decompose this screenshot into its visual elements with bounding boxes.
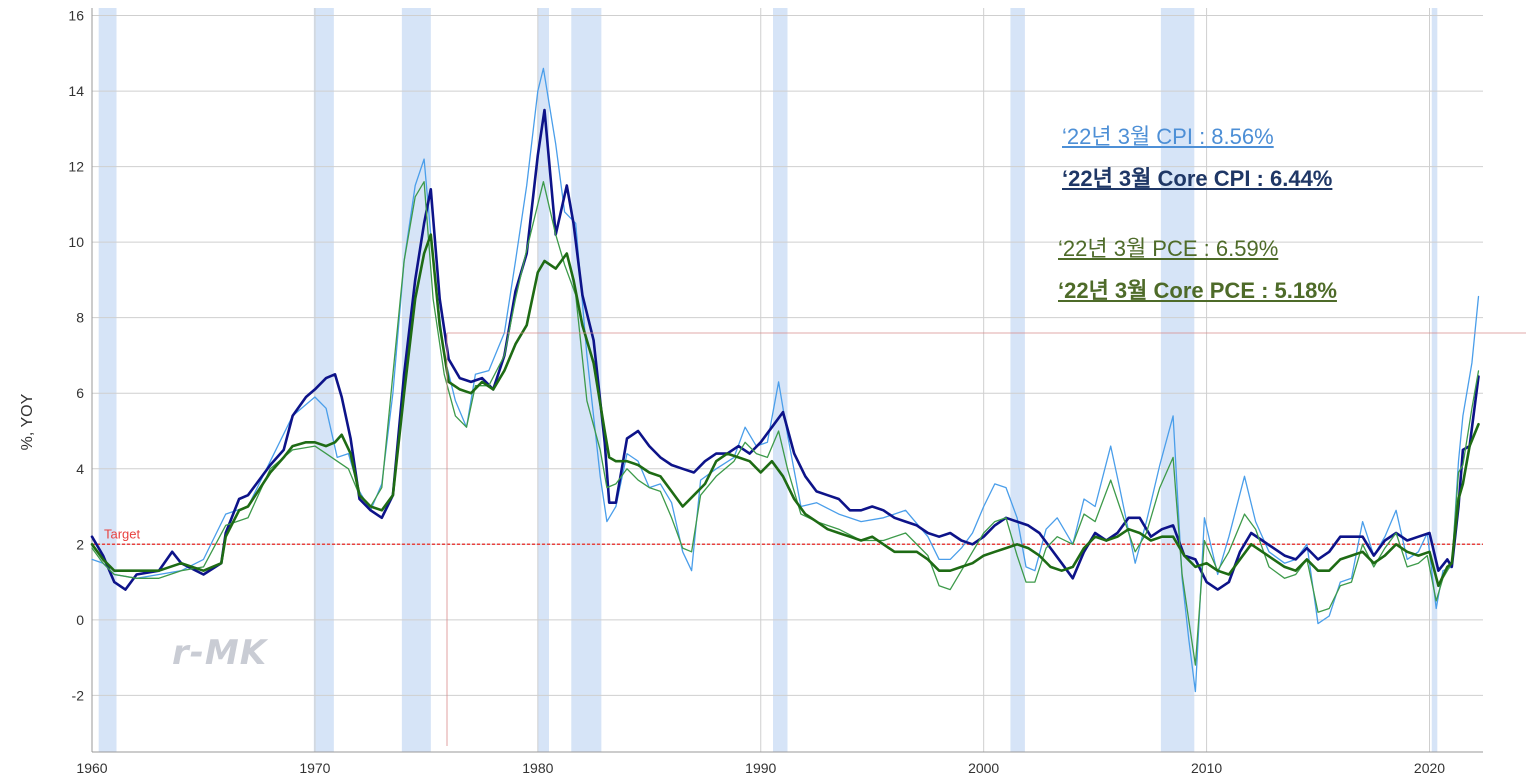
y-tick-label-6: 6 [76, 385, 84, 401]
x-tick-label-2010: 2010 [1191, 760, 1222, 776]
annotation-cpi: ‘22년 3월 CPI : 8.56% [1062, 126, 1274, 148]
recession-bands [99, 8, 1438, 752]
annotation-pce: ‘22년 3월 PCE : 6.59% [1058, 238, 1278, 260]
y-tick-label--2: -2 [72, 687, 85, 703]
annotation-core-pce: ‘22년 3월 Core PCE : 5.18% [1058, 280, 1337, 302]
recession-band-6 [1010, 8, 1024, 752]
y-tick-label-4: 4 [76, 461, 84, 477]
recession-band-8 [1432, 8, 1438, 752]
y-tick-label-16: 16 [68, 8, 84, 24]
x-tick-label-1980: 1980 [522, 760, 553, 776]
y-tick-label-8: 8 [76, 310, 84, 326]
y-tick-label-0: 0 [76, 612, 84, 628]
y-tick-label-10: 10 [68, 234, 84, 250]
x-tick-label-2000: 2000 [968, 760, 999, 776]
x-tick-label-2020: 2020 [1414, 760, 1445, 776]
recession-band-0 [99, 8, 117, 752]
x-tick-label-1990: 1990 [745, 760, 776, 776]
x-tick-label-1970: 1970 [299, 760, 330, 776]
y-tick-label-14: 14 [68, 83, 84, 99]
axis-ticks: -2 0 2 4 6 8 10 12 14 16 1960 1970 1980 1990 2000 2010 2… [68, 8, 1445, 776]
y-tick-label-12: 12 [68, 159, 84, 175]
watermark: r-MK [172, 633, 269, 673]
annotation-core-cpi: ‘22년 3월 Core CPI : 6.44% [1062, 168, 1332, 190]
x-tick-label-1960: 1960 [76, 760, 107, 776]
target-label: Target [104, 526, 141, 541]
recession-band-5 [773, 8, 787, 752]
y-tick-label-2: 2 [76, 536, 84, 552]
y-axis-title: %, YOY [19, 393, 36, 450]
